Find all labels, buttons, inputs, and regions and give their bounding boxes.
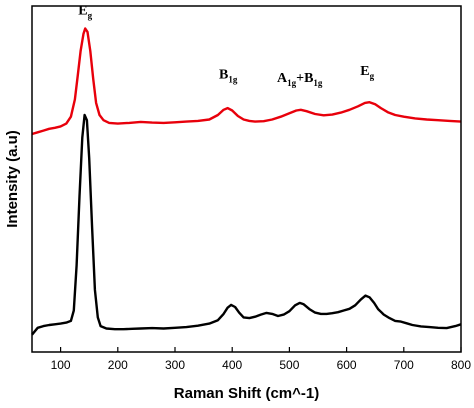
- spectrum-line-1: [31, 27, 462, 136]
- x-tick-label: 300: [165, 358, 185, 372]
- x-tick-label: 700: [394, 358, 414, 372]
- peak-label-3: A1g+B1g: [277, 71, 323, 88]
- plot-area-frame: [31, 5, 462, 353]
- plot-lines: [31, 27, 462, 336]
- x-tick-label: 200: [108, 358, 128, 372]
- x-tick-label: 500: [279, 358, 299, 372]
- spectrum-line-2: [31, 113, 462, 336]
- y-axis-label: Intensity (a.u): [4, 130, 21, 228]
- x-tick-label: 400: [222, 358, 242, 372]
- x-tick-label: 100: [51, 358, 71, 372]
- x-axis-label: Raman Shift (cm^-1): [174, 385, 319, 402]
- peak-label-2: B1g: [219, 68, 238, 85]
- x-tick-label: 800: [451, 358, 471, 372]
- peak-label-1: Eg: [78, 4, 92, 21]
- peak-annotations: Eg B1g A1g+B1g Eg: [78, 4, 374, 88]
- x-tick-label: 600: [337, 358, 357, 372]
- peak-label-4: Eg: [360, 64, 374, 81]
- x-axis-ticks: 100 200 300 400 500 600 700 800: [51, 347, 471, 372]
